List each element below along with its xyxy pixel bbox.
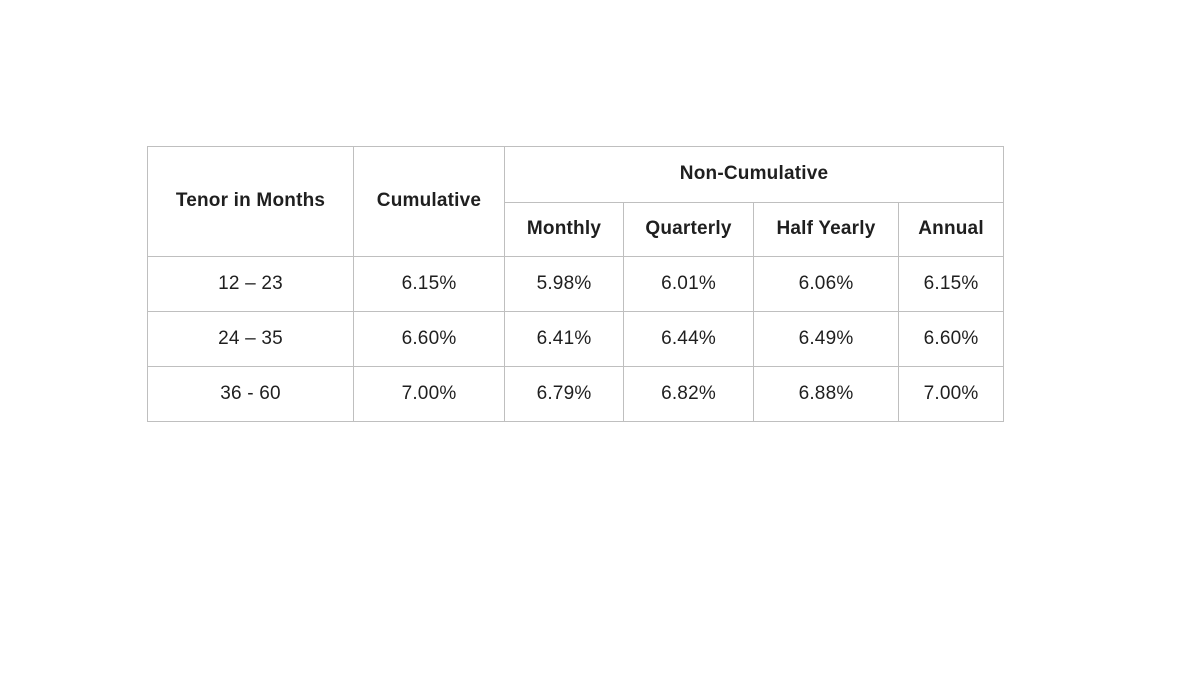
cell-quarterly: 6.44% [623,311,754,367]
cell-monthly: 6.41% [504,311,624,367]
fd-interest-rates-table: Tenor in Months Cumulative Non-Cumulativ… [147,146,1005,422]
cell-cumulative: 6.60% [353,311,505,367]
cell-tenor: 12 – 23 [147,256,354,312]
header-row-top: Tenor in Months Cumulative Non-Cumulativ… [147,146,1005,257]
cell-half-yearly: 6.49% [753,311,899,367]
cell-cumulative: 7.00% [353,366,505,422]
header-half-yearly: Half Yearly [753,202,899,257]
cell-quarterly: 6.01% [623,256,754,312]
cell-monthly: 5.98% [504,256,624,312]
header-row-sub: Monthly Quarterly Half Yearly Annual [148,202,1005,257]
header-quarterly: Quarterly [623,202,754,257]
cell-tenor: 24 – 35 [147,311,354,367]
header-monthly: Monthly [504,202,624,257]
header-tenor-in-months: Tenor in Months [147,146,354,257]
cell-half-yearly: 6.88% [753,366,899,422]
cell-monthly: 6.79% [504,366,624,422]
cell-annual: 6.60% [897,311,1005,367]
table-row: 24 – 35 6.60% 6.41% 6.44% 6.49% 6.60% [147,311,1005,367]
table-row: 36 - 60 7.00% 6.79% 6.82% 6.88% 7.00% [147,366,1005,422]
cell-cumulative: 6.15% [353,256,505,312]
cell-half-yearly: 6.06% [753,256,899,312]
header-non-cumulative: Non-Cumulative [503,146,1005,203]
cell-quarterly: 6.82% [623,366,754,422]
header-cumulative: Cumulative [353,146,505,257]
cell-annual: 7.00% [897,366,1005,422]
cell-tenor: 36 - 60 [147,366,354,422]
cell-annual: 6.15% [897,256,1005,312]
header-annual: Annual [897,202,1005,257]
table-row: 12 – 23 6.15% 5.98% 6.01% 6.06% 6.15% [147,256,1005,312]
